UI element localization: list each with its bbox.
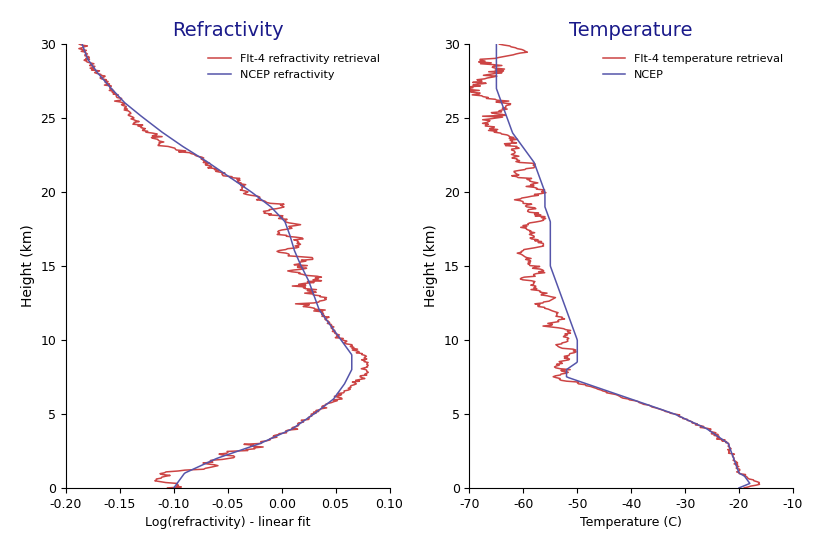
NCEP refractivity <box>281 221 291 227</box>
Flt-4 refractivity retrieval <box>292 245 302 251</box>
X-axis label: Temperature (C): Temperature (C) <box>580 516 682 529</box>
NCEP refractivity <box>288 245 298 251</box>
Title: Temperature: Temperature <box>569 21 693 40</box>
NCEP <box>491 52 501 58</box>
Flt-4 refractivity retrieval <box>298 271 308 278</box>
X-axis label: Log(refractivity) - linear fit: Log(refractivity) - linear fit <box>145 516 311 529</box>
Flt-4 refractivity retrieval <box>316 274 326 280</box>
Title: Refractivity: Refractivity <box>172 21 283 40</box>
Flt-4 temperature retrieval <box>484 121 494 128</box>
Flt-4 temperature retrieval <box>739 485 749 491</box>
NCEP <box>504 121 514 128</box>
Line: NCEP: NCEP <box>496 44 750 488</box>
NCEP refractivity <box>302 274 311 280</box>
NCEP refractivity <box>77 41 87 47</box>
Flt-4 refractivity retrieval <box>290 221 300 227</box>
NCEP <box>545 221 555 227</box>
Legend: Flt-4 refractivity retrieval, NCEP refractivity: Flt-4 refractivity retrieval, NCEP refra… <box>204 50 384 84</box>
NCEP refractivity <box>169 485 179 491</box>
Flt-4 refractivity retrieval <box>74 41 84 47</box>
Line: Flt-4 refractivity retrieval: Flt-4 refractivity retrieval <box>79 44 368 488</box>
NCEP refractivity <box>301 271 311 278</box>
Legend: Flt-4 temperature retrieval, NCEP: Flt-4 temperature retrieval, NCEP <box>598 50 788 84</box>
NCEP refractivity <box>147 121 157 128</box>
Flt-4 refractivity retrieval <box>128 121 138 128</box>
Line: Flt-4 temperature retrieval: Flt-4 temperature retrieval <box>467 44 760 488</box>
Line: NCEP refractivity: NCEP refractivity <box>82 44 352 488</box>
Y-axis label: Height (km): Height (km) <box>424 224 438 307</box>
Flt-4 temperature retrieval <box>530 245 540 251</box>
Flt-4 refractivity retrieval <box>80 52 90 58</box>
Flt-4 temperature retrieval <box>494 41 504 47</box>
NCEP <box>550 274 559 280</box>
Y-axis label: Height (km): Height (km) <box>21 224 35 307</box>
NCEP refractivity <box>81 52 91 58</box>
Flt-4 refractivity retrieval <box>162 485 172 491</box>
Flt-4 temperature retrieval <box>523 221 533 227</box>
NCEP <box>545 245 555 251</box>
Flt-4 temperature retrieval <box>508 52 518 58</box>
Flt-4 temperature retrieval <box>529 271 539 278</box>
Flt-4 temperature retrieval <box>519 274 529 280</box>
NCEP <box>734 485 744 491</box>
NCEP <box>491 41 501 47</box>
NCEP <box>549 271 559 278</box>
